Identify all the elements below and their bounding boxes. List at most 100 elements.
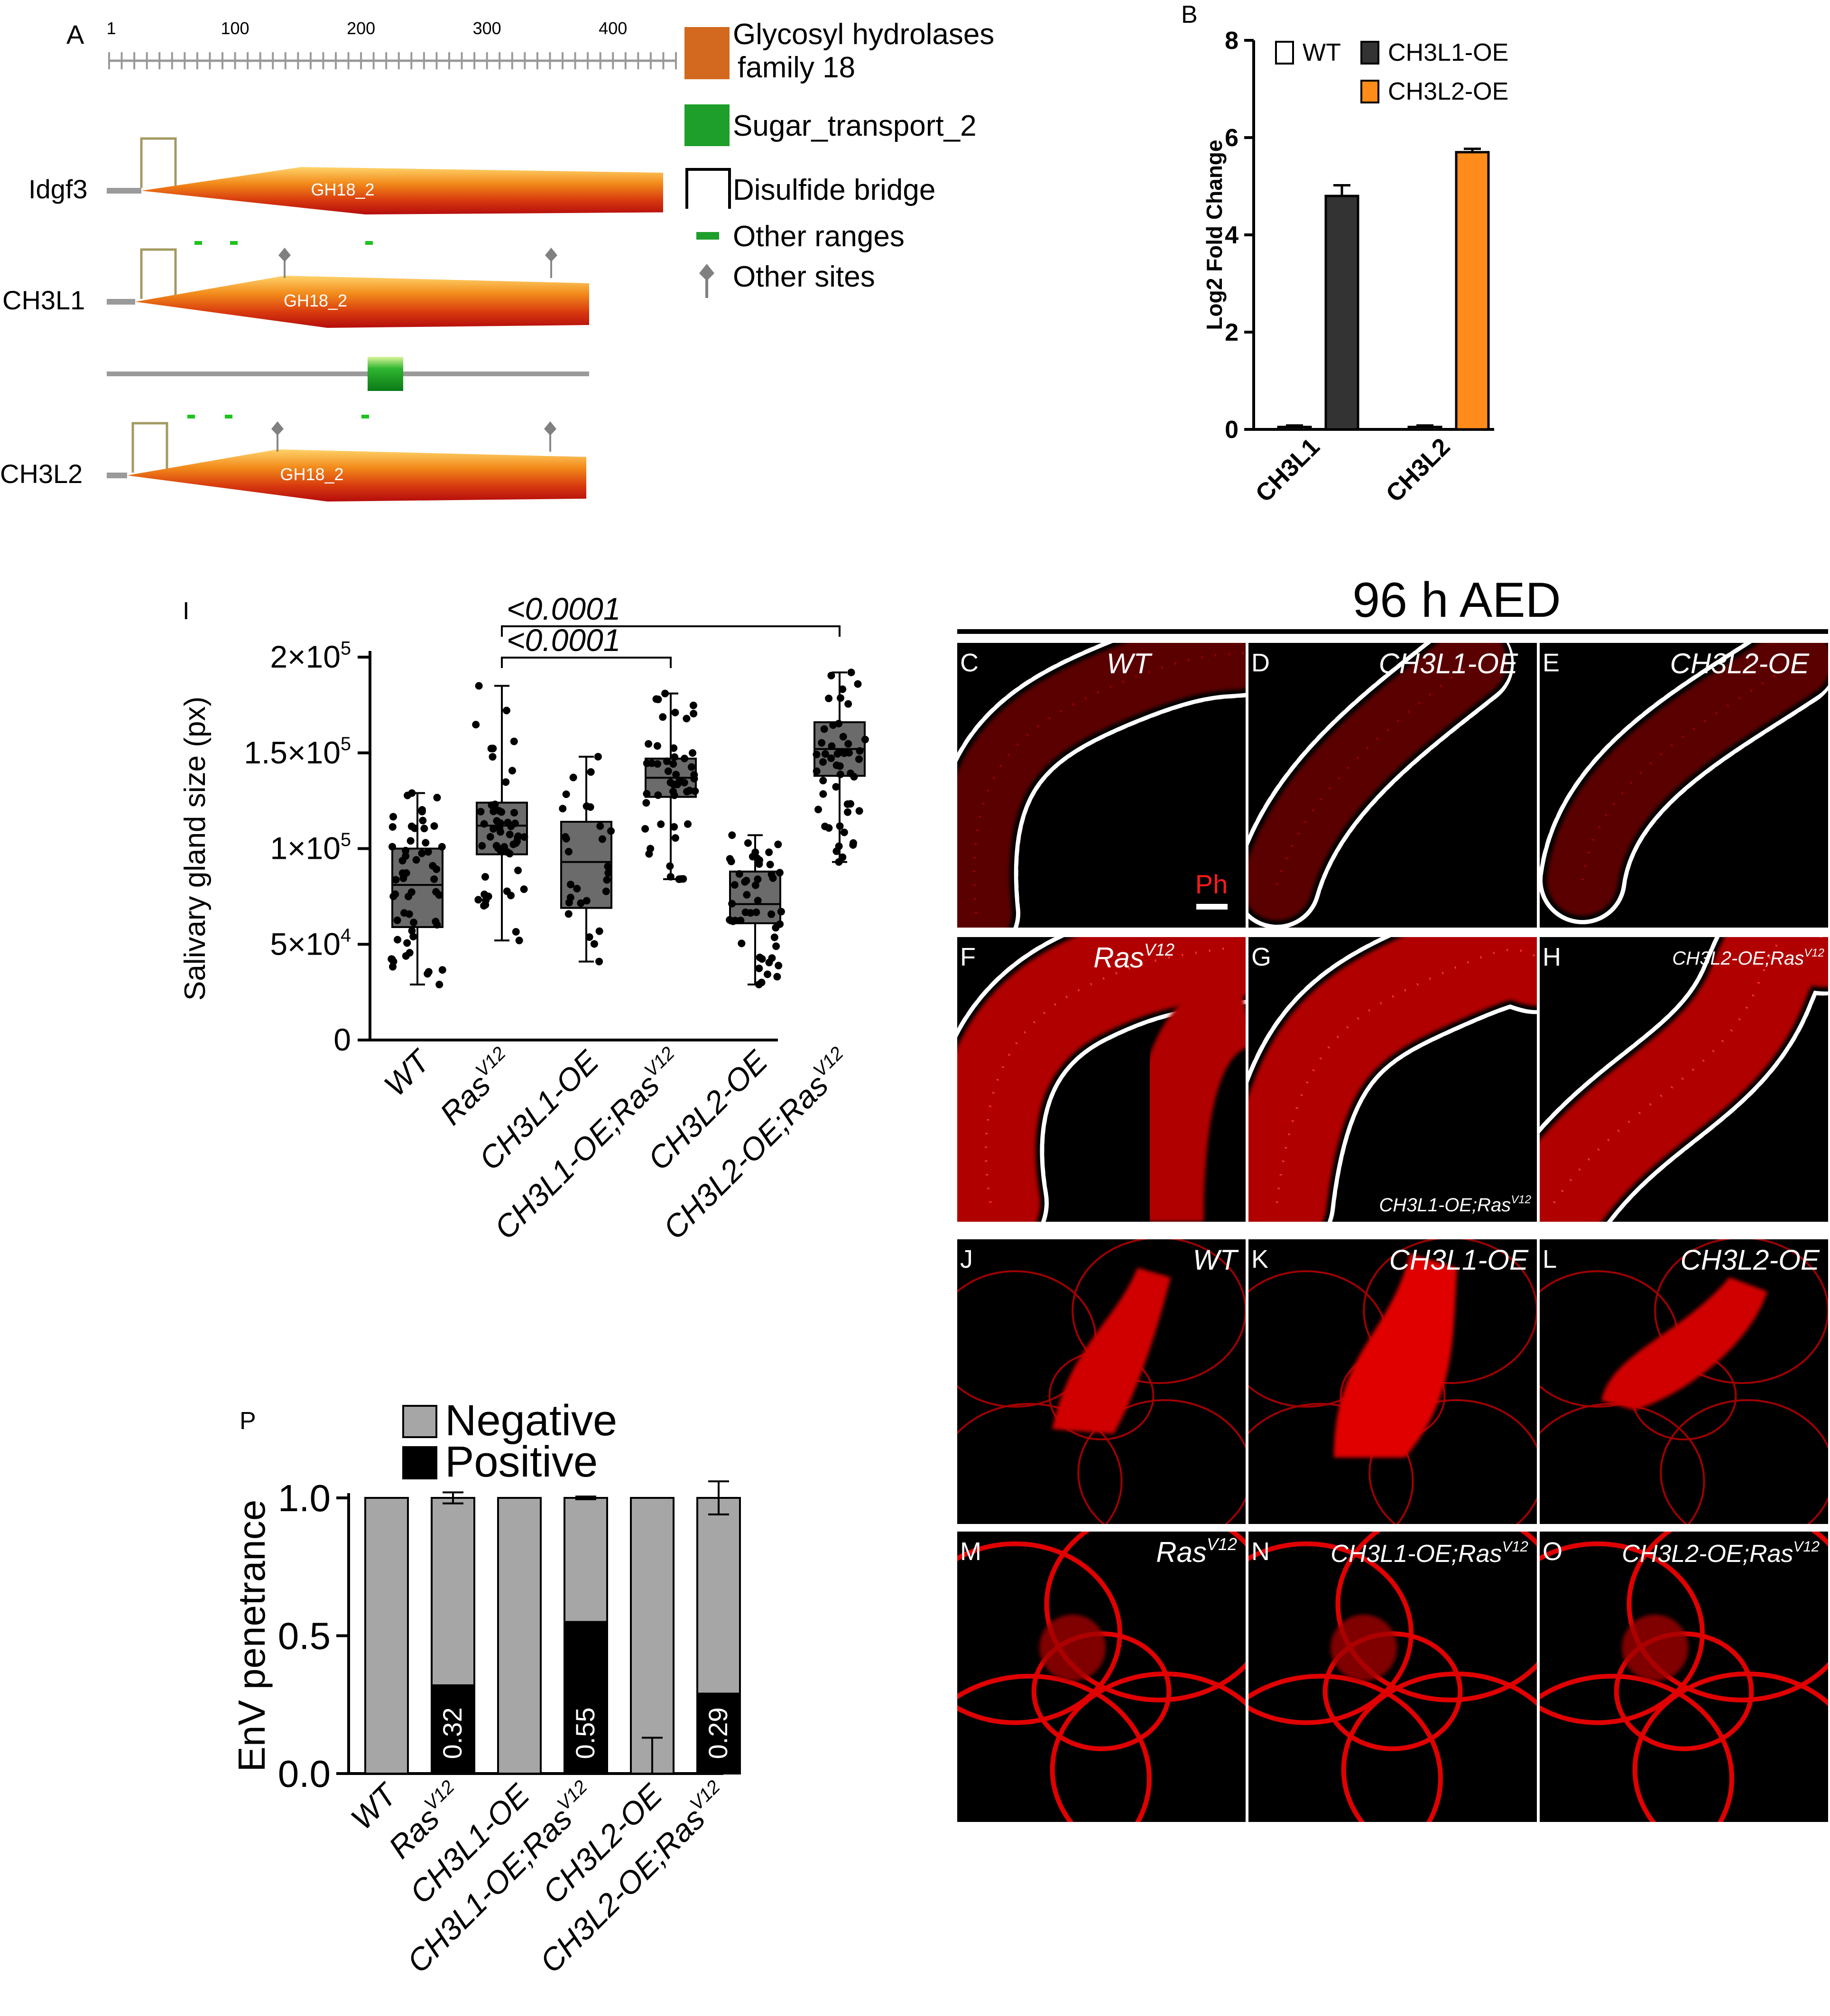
bar-negative: [497, 1497, 542, 1774]
data-point: [772, 924, 780, 932]
data-point: [819, 758, 827, 766]
gh18-domain: [127, 449, 586, 502]
scale-bar-label: Ph: [1195, 869, 1228, 899]
data-point: [836, 762, 844, 770]
legend-swatch: [684, 104, 730, 146]
data-point: [654, 791, 662, 799]
data-point: [481, 873, 489, 881]
data-point: [690, 710, 698, 718]
data-point: [728, 900, 736, 908]
data-point: [775, 962, 783, 970]
micro-image: [957, 643, 1246, 928]
micro-panel-m: M RasV12: [957, 1532, 1246, 1822]
panel-letter: N: [1251, 1537, 1270, 1566]
data-point: [512, 928, 520, 936]
micro-panel-j: J WT: [957, 1239, 1246, 1524]
data-point: [766, 861, 774, 869]
micro-panel-e: E CH3L2-OE: [1540, 643, 1828, 928]
cell-boundary: [1363, 1239, 1537, 1384]
y-axis-title: Salivary gland size (px): [179, 697, 212, 1001]
panel-title: CH3L1-OE;RasV12: [1331, 1538, 1528, 1568]
data-point: [835, 720, 843, 728]
data-point: [508, 767, 516, 775]
data-point: [671, 708, 679, 716]
scale-bar-line: [1196, 904, 1228, 910]
data-point: [754, 897, 762, 905]
data-point: [659, 713, 667, 721]
data-point: [404, 892, 412, 901]
data-point: [407, 837, 415, 845]
data-point: [768, 954, 776, 962]
legend-swatch: [1360, 80, 1379, 103]
gland-size-boxplot: 0 5×104 1×105 1.5×105 2×105 Salivary gland si…: [179, 591, 869, 1246]
legend-swatch: [402, 1405, 437, 1438]
data-point: [737, 916, 745, 924]
gland-tissue: [1547, 643, 1828, 916]
bar-ch3l2-oe: [1455, 151, 1490, 431]
panel-title: WT: [1107, 648, 1153, 679]
data-point: [683, 788, 691, 796]
bar-ch3l1-oe: [1324, 195, 1359, 431]
data-point: [821, 750, 829, 758]
data-point: [481, 890, 489, 898]
cell-boundary: [1627, 1532, 1828, 1702]
data-point: [503, 848, 511, 856]
y-axis-title: Log2 Fold Change: [1202, 139, 1227, 330]
legend-label: WT: [1303, 39, 1341, 66]
micro-header: 96 h AED: [1352, 573, 1561, 628]
bar-positive: [431, 1684, 475, 1775]
panel-letter: F: [960, 943, 976, 971]
data-point: [418, 808, 426, 816]
data-point: [861, 735, 869, 743]
data-point: [406, 949, 414, 957]
data-label: 0.55: [570, 1708, 600, 1759]
site-pin-head: [544, 421, 556, 436]
data-point: [670, 753, 678, 761]
data-point: [587, 768, 595, 776]
data-point: [671, 834, 679, 842]
y-tick-label: 0.5: [278, 1615, 331, 1657]
bar-positive: [564, 1621, 608, 1774]
data-point: [855, 755, 863, 763]
micro-grid-cells: J WT K CH3L1-OE L CH3L2-OE M RasV12 N CH3L1-OE;Ra…: [957, 1239, 1828, 1822]
panel-letter: O: [1543, 1537, 1562, 1566]
panel-letter: K: [1251, 1245, 1268, 1273]
micro-image: [957, 937, 1246, 1222]
legend-label: Positive: [445, 1438, 598, 1486]
data-point: [402, 846, 410, 855]
data-point: [418, 849, 426, 857]
data-point: [687, 763, 695, 771]
data-point: [844, 700, 852, 708]
data-point: [480, 901, 488, 910]
data-point: [520, 885, 528, 893]
data-point: [765, 848, 773, 856]
panel-label-p: P: [240, 1407, 256, 1435]
data-point: [828, 742, 836, 750]
data-point: [839, 685, 847, 693]
legend-swatch: [684, 27, 730, 79]
data-point: [772, 942, 780, 950]
y-tick-label: 0: [1225, 416, 1238, 444]
sugar-transport-domain: [368, 357, 403, 391]
data-point: [641, 825, 649, 833]
data-point: [497, 847, 505, 855]
y-tick-label: 1.5×105: [244, 734, 351, 770]
data-point: [577, 899, 585, 907]
data-point: [666, 873, 675, 881]
micro-panel-g: G CH3L1-OE;RasV12: [1248, 937, 1537, 1222]
panel-letter: L: [1543, 1245, 1557, 1273]
panel-label-i: I: [183, 597, 189, 625]
data-point: [754, 875, 762, 883]
data-point: [738, 939, 746, 948]
bar-negative: [564, 1497, 608, 1623]
data-point: [814, 806, 823, 814]
disulfide-bridge-mark: [131, 422, 168, 473]
cell-boundary: [1248, 1673, 1443, 1822]
data-point: [819, 777, 827, 785]
data-point: [844, 740, 852, 748]
data-point: [827, 754, 835, 762]
box-group: [641, 689, 699, 883]
border-cell-cluster: [1334, 1254, 1457, 1458]
y-axis-title: EnV penetrance: [231, 1500, 273, 1772]
